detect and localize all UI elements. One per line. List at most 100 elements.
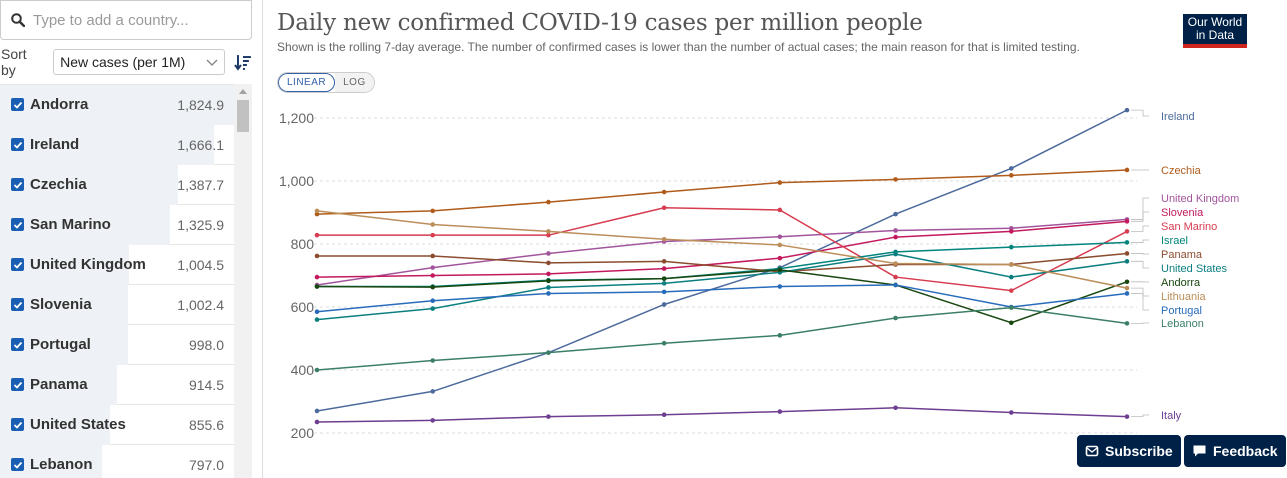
series-line[interactable] xyxy=(316,218,1128,286)
data-point[interactable] xyxy=(1124,321,1130,326)
data-point[interactable] xyxy=(430,306,436,311)
country-row[interactable]: Panama 914.5 xyxy=(0,365,234,405)
data-point[interactable] xyxy=(661,302,667,307)
data-point[interactable] xyxy=(546,229,551,234)
data-point[interactable] xyxy=(893,261,898,266)
data-point[interactable] xyxy=(314,211,320,217)
data-point[interactable] xyxy=(430,418,436,423)
data-point[interactable] xyxy=(777,284,783,289)
data-point[interactable] xyxy=(893,251,898,257)
data-point[interactable] xyxy=(777,207,783,213)
data-point[interactable] xyxy=(314,253,320,259)
data-point[interactable] xyxy=(1124,167,1130,173)
data-point[interactable] xyxy=(661,281,667,286)
data-point[interactable] xyxy=(661,340,667,346)
series-label[interactable]: Panama xyxy=(1161,249,1203,261)
data-point[interactable] xyxy=(777,180,783,185)
data-point[interactable] xyxy=(1124,107,1130,113)
data-point[interactable] xyxy=(430,273,436,278)
data-point[interactable] xyxy=(1124,291,1130,296)
data-point[interactable] xyxy=(430,389,436,394)
data-point[interactable] xyxy=(314,208,320,214)
data-point[interactable] xyxy=(1008,262,1014,267)
data-point[interactable] xyxy=(1008,274,1014,280)
country-checkbox[interactable] xyxy=(11,378,24,391)
data-point[interactable] xyxy=(1008,288,1014,293)
country-search[interactable] xyxy=(0,0,252,40)
data-point[interactable] xyxy=(546,260,551,266)
data-point[interactable] xyxy=(314,367,320,373)
country-checkbox[interactable] xyxy=(11,178,24,191)
owid-logo[interactable]: Our World in Data xyxy=(1183,14,1247,48)
data-point[interactable] xyxy=(430,253,436,259)
series-label[interactable]: Italy xyxy=(1161,410,1182,422)
series-label[interactable]: San Marino xyxy=(1161,221,1217,233)
data-point[interactable] xyxy=(314,408,320,414)
data-point[interactable] xyxy=(314,274,320,280)
data-point[interactable] xyxy=(546,291,551,296)
data-point[interactable] xyxy=(314,232,320,238)
data-point[interactable] xyxy=(430,284,436,290)
country-row[interactable]: Slovenia 1,002.4 xyxy=(0,285,234,325)
data-point[interactable] xyxy=(1124,219,1130,224)
series-label[interactable]: United Kingdom xyxy=(1161,193,1239,205)
data-point[interactable] xyxy=(546,350,551,355)
data-point[interactable] xyxy=(430,222,436,227)
data-point[interactable] xyxy=(777,234,783,240)
data-point[interactable] xyxy=(893,282,898,288)
data-point[interactable] xyxy=(1124,251,1130,256)
data-point[interactable] xyxy=(661,259,667,264)
data-point[interactable] xyxy=(661,276,667,281)
data-point[interactable] xyxy=(430,208,436,214)
search-input[interactable] xyxy=(33,11,233,29)
series-label[interactable]: United States xyxy=(1161,263,1228,275)
data-point[interactable] xyxy=(314,317,320,322)
data-point[interactable] xyxy=(546,251,551,256)
log-scale-button[interactable]: LOG xyxy=(335,73,374,92)
data-point[interactable] xyxy=(546,271,551,277)
series-line[interactable] xyxy=(316,210,1128,289)
series-line[interactable] xyxy=(316,253,1128,321)
country-row[interactable]: Lebanon 797.0 xyxy=(0,445,234,478)
country-checkbox[interactable] xyxy=(11,98,24,111)
country-row[interactable]: United Kingdom 1,004.5 xyxy=(0,245,234,285)
data-point[interactable] xyxy=(1008,410,1014,415)
feedback-button[interactable]: Feedback xyxy=(1184,435,1286,467)
series-line[interactable] xyxy=(316,407,1128,423)
data-point[interactable] xyxy=(661,205,667,211)
data-point[interactable] xyxy=(430,298,436,303)
country-checkbox[interactable] xyxy=(11,298,24,311)
data-point[interactable] xyxy=(1008,173,1014,178)
series-line[interactable] xyxy=(316,284,1128,313)
data-point[interactable] xyxy=(893,211,898,217)
series-line[interactable] xyxy=(317,252,1128,273)
data-point[interactable] xyxy=(546,414,551,419)
data-point[interactable] xyxy=(893,228,898,233)
series-label[interactable]: Slovenia xyxy=(1161,207,1204,219)
country-checkbox[interactable] xyxy=(11,458,24,471)
sort-direction-icon[interactable] xyxy=(234,53,252,71)
data-point[interactable] xyxy=(1008,305,1014,310)
data-point[interactable] xyxy=(661,412,667,418)
data-point[interactable] xyxy=(1124,414,1130,419)
data-point[interactable] xyxy=(1008,229,1014,234)
country-row[interactable]: Portugal 998.0 xyxy=(0,325,234,365)
country-checkbox[interactable] xyxy=(11,218,24,231)
data-point[interactable] xyxy=(661,289,667,295)
data-point[interactable] xyxy=(777,267,783,273)
data-point[interactable] xyxy=(314,309,320,315)
series-line[interactable] xyxy=(317,207,1128,292)
series-label[interactable]: Lithuania xyxy=(1161,291,1207,303)
data-point[interactable] xyxy=(1008,320,1014,326)
data-point[interactable] xyxy=(777,409,783,414)
data-point[interactable] xyxy=(1124,285,1130,291)
data-point[interactable] xyxy=(1124,229,1130,234)
country-row[interactable]: Ireland 1,666.1 xyxy=(0,125,234,165)
data-point[interactable] xyxy=(661,189,667,195)
series-line[interactable] xyxy=(316,169,1128,215)
country-checkbox[interactable] xyxy=(11,338,24,351)
data-point[interactable] xyxy=(1124,240,1130,245)
data-point[interactable] xyxy=(546,232,551,238)
data-point[interactable] xyxy=(661,266,667,271)
series-label[interactable]: Israel xyxy=(1161,235,1188,247)
